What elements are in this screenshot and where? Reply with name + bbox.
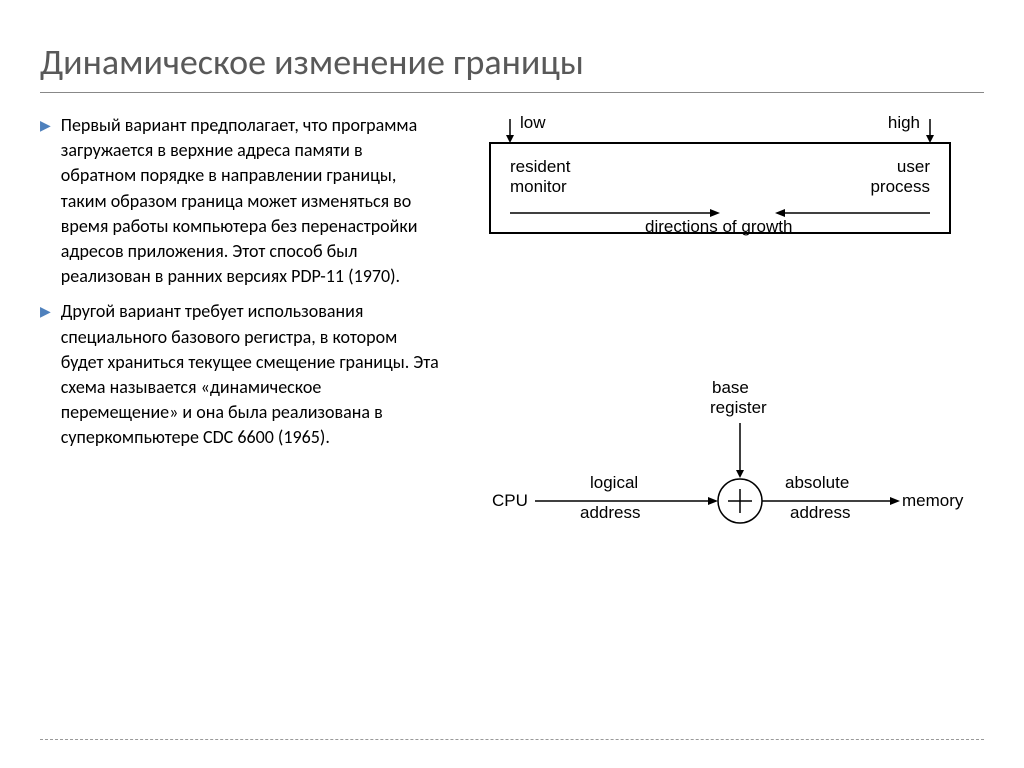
bullet-item: ▶ Первый вариант предполагает, что прогр… bbox=[40, 113, 440, 289]
slide-title: Динамическое изменение границы bbox=[40, 40, 984, 84]
base-reg-label-1: base bbox=[712, 378, 749, 398]
absolute-addr-1: absolute bbox=[785, 473, 849, 493]
logical-addr-2: address bbox=[580, 503, 640, 523]
bullet-text: Другой вариант требует использования спе… bbox=[61, 299, 440, 450]
diagram-column: low high resident monitor user process d… bbox=[460, 113, 984, 573]
slide: Динамическое изменение границы ▶ Первый … bbox=[0, 0, 1024, 768]
text-column: ▶ Первый вариант предполагает, что прогр… bbox=[40, 113, 440, 573]
high-label: high bbox=[888, 113, 920, 133]
logical-addr-1: logical bbox=[590, 473, 638, 493]
memory-growth-diagram: low high resident monitor user process d… bbox=[480, 113, 960, 273]
user-label-1: user bbox=[897, 157, 930, 177]
bullet-marker-icon: ▶ bbox=[40, 299, 51, 450]
absolute-addr-2: address bbox=[790, 503, 850, 523]
footer-divider bbox=[40, 739, 984, 740]
content-area: ▶ Первый вариант предполагает, что прогр… bbox=[40, 113, 984, 573]
cpu-label: CPU bbox=[492, 491, 528, 511]
base-reg-label-2: register bbox=[710, 398, 767, 418]
user-label-2: process bbox=[870, 177, 930, 197]
address-translation-diagram: base register CPU logical address absolu… bbox=[480, 373, 960, 573]
bullet-text: Первый вариант предполагает, что програм… bbox=[61, 113, 440, 289]
bullet-marker-icon: ▶ bbox=[40, 113, 51, 289]
resident-label-2: monitor bbox=[510, 177, 567, 197]
memory-label: memory bbox=[902, 491, 963, 511]
bullet-item: ▶ Другой вариант требует использования с… bbox=[40, 299, 440, 450]
resident-label-1: resident bbox=[510, 157, 570, 177]
growth-label: directions of growth bbox=[645, 217, 792, 237]
low-label: low bbox=[520, 113, 546, 133]
title-underline bbox=[40, 92, 984, 93]
